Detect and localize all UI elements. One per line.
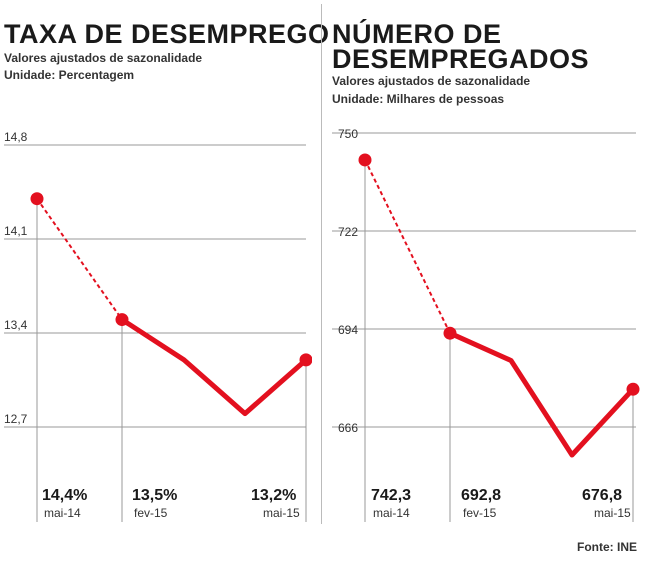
data-date-label: mai-14 [44, 506, 81, 520]
data-point-marker [358, 153, 372, 167]
data-point-marker [299, 353, 312, 367]
series-line [119, 317, 309, 417]
chart-subtitle: Valores ajustados de sazonalidade [332, 74, 531, 88]
unemployment-rate-chart: 14,8 14,1 13,4 12,7 14,4% mai-14 13,5% fev-15 13… [4, 130, 312, 522]
y-tick-label: 13,4 [4, 318, 28, 332]
data-value-label: 13,5% [132, 487, 177, 504]
data-value-label: 13,2% [251, 487, 296, 504]
chart-unit: Unidade: Percentagem [4, 68, 135, 82]
data-point-marker [626, 382, 640, 396]
y-tick-label: 722 [338, 225, 358, 239]
data-point-marker [30, 192, 44, 206]
chart-title-line-2: DESEMPREGADOS [332, 44, 590, 74]
data-value-label: 692,8 [461, 487, 501, 504]
data-value-label: 14,4% [42, 487, 87, 504]
chart-unit: Unidade: Milhares de pessoas [332, 92, 505, 106]
dashed-series-segment [364, 159, 451, 334]
chart-subtitle: Valores ajustados de sazonalidade [4, 51, 203, 65]
data-date-label: mai-14 [373, 506, 410, 520]
y-tick-label: 12,7 [4, 412, 28, 426]
chart-panel-unemployment-rate: TAXA DE DESEMPREGO Valores ajustados de … [0, 0, 329, 561]
data-value-label: 676,8 [582, 487, 622, 504]
unemployed-count-chart: 750 722 694 666 742,3 mai-14 692,8 fev-15 676,8 m… [332, 127, 640, 522]
chart-panel-unemployed-count: NÚMERO DE DESEMPREGADOS Valores ajustado… [328, 0, 645, 561]
data-value-label: 742,3 [371, 487, 411, 504]
data-point-marker [115, 313, 129, 327]
y-tick-label: 694 [338, 323, 358, 337]
data-date-label: fev-15 [134, 506, 168, 520]
panel-divider [321, 4, 322, 524]
data-date-label: mai-15 [594, 506, 631, 520]
data-date-label: mai-15 [263, 506, 300, 520]
y-tick-label: 750 [338, 127, 358, 141]
source-note: Fonte: INE [577, 540, 637, 554]
data-point-marker [443, 326, 457, 340]
chart-title: TAXA DE DESEMPREGO [4, 19, 330, 49]
chart-title-line-1: NÚMERO DE [332, 19, 502, 49]
series-line [447, 330, 636, 458]
y-tick-label: 14,1 [4, 224, 28, 238]
data-date-label: fev-15 [463, 506, 497, 520]
dashed-series-segment [36, 198, 123, 321]
y-tick-label: 14,8 [4, 130, 28, 144]
y-tick-label: 666 [338, 421, 358, 435]
